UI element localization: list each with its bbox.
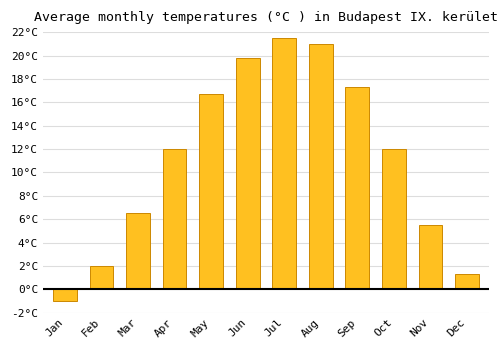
Bar: [309, 44, 332, 289]
Bar: [236, 58, 260, 289]
Bar: [199, 94, 223, 289]
Bar: [53, 289, 77, 301]
Bar: [162, 149, 186, 289]
Bar: [382, 149, 406, 289]
Bar: [346, 87, 369, 289]
Bar: [90, 266, 114, 289]
Bar: [126, 213, 150, 289]
Bar: [272, 38, 296, 289]
Title: Average monthly temperatures (°C ) in Budapest IX. kerület: Average monthly temperatures (°C ) in Bu…: [34, 11, 498, 24]
Bar: [418, 225, 442, 289]
Bar: [455, 274, 479, 289]
